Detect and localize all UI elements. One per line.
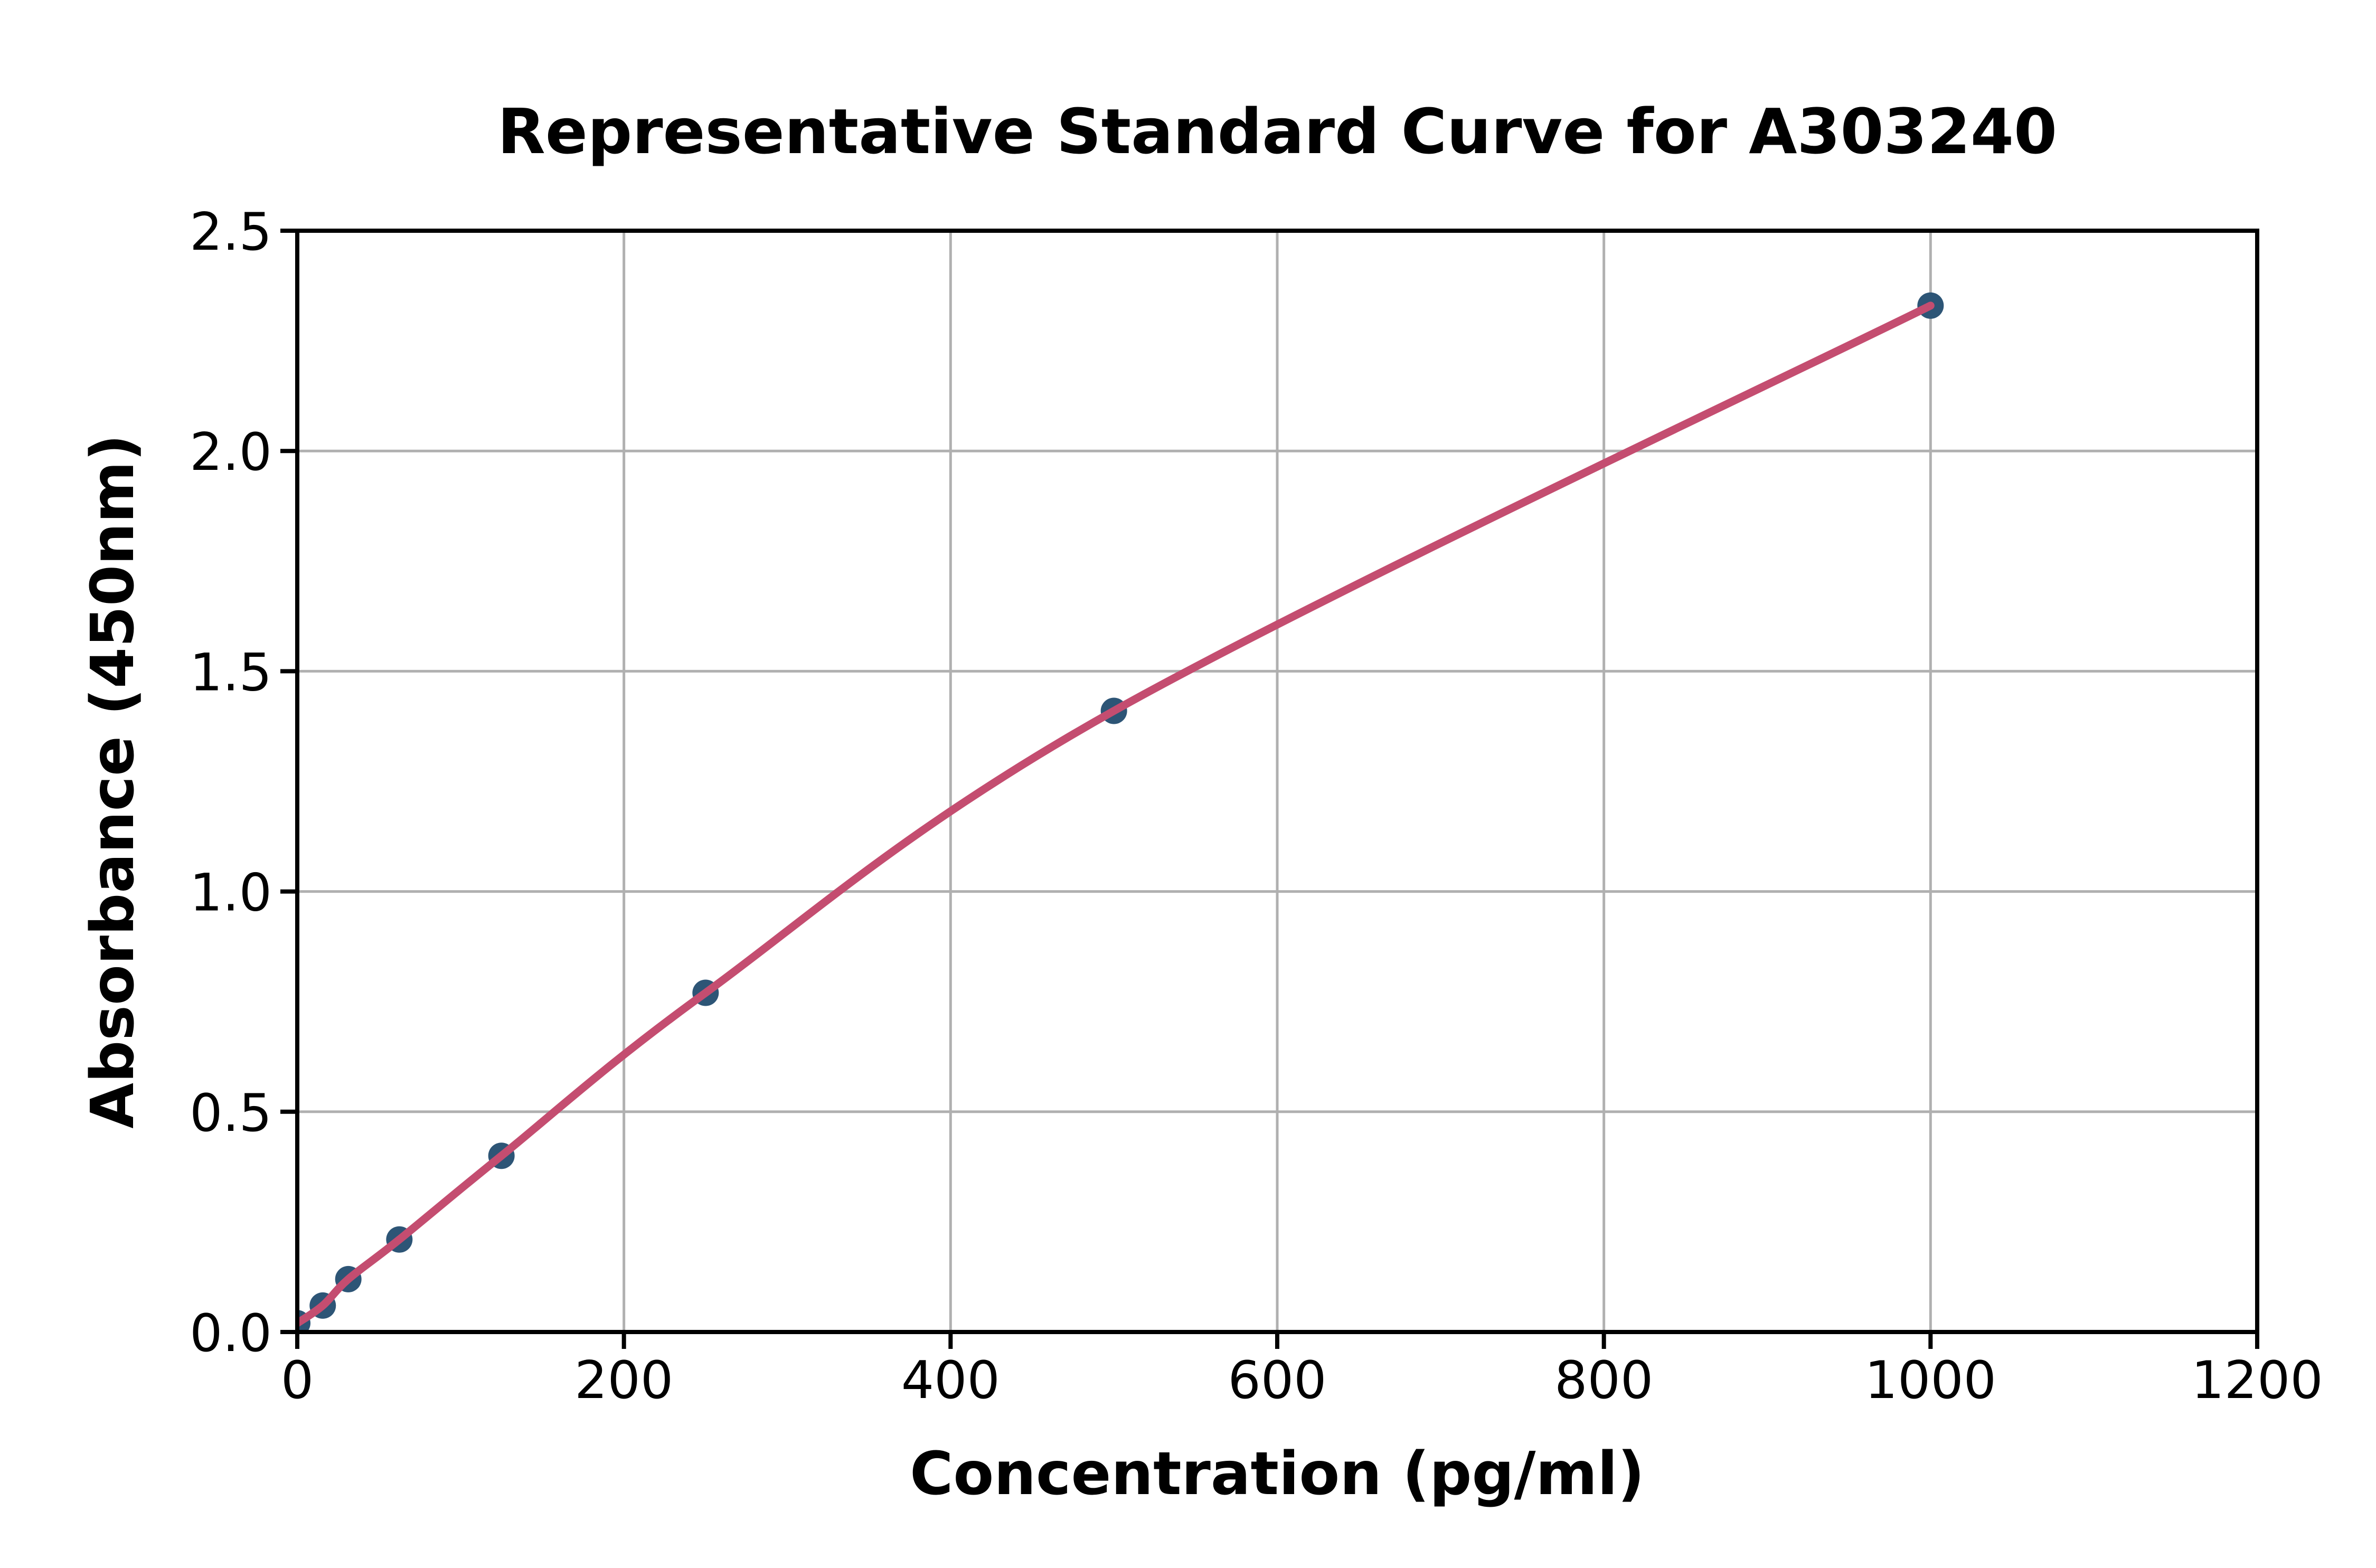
x-tick-label: 1000 [1865,1350,1996,1411]
x-tick-label: 400 [901,1350,1000,1411]
axis-spines [295,229,2259,1334]
tick-labels: 0 200 400 600 800 1000 1200 0.0 0.5 1.0 1.5 2.0 2.5 [190,202,2323,1411]
gridlines [296,229,2259,1334]
x-tick-label: 1200 [2191,1350,2323,1411]
axis-ticks [280,229,2259,1349]
y-axis-label: Absorbance (450nm) [79,434,147,1128]
y-tick-label: 0.0 [190,1303,272,1364]
y-tick-label: 2.0 [190,422,272,483]
x-tick-label: 600 [1228,1350,1326,1411]
x-tick-label: 0 [281,1350,314,1411]
y-tick-label: 0.5 [190,1083,272,1144]
standard-curve-line [297,301,1935,1327]
x-tick-label: 200 [574,1350,673,1411]
data-points [297,292,1944,1332]
x-tick-label: 800 [1554,1350,1653,1411]
y-tick-label: 1.0 [190,863,272,923]
y-tick-label: 1.5 [190,643,272,703]
fitted-curve [297,301,1935,1327]
x-axis-label: Concentration (pg/ml) [910,1440,1645,1508]
chart-title: Representative Standard Curve for A30324… [497,95,2057,168]
y-tick-label: 2.5 [190,202,272,262]
